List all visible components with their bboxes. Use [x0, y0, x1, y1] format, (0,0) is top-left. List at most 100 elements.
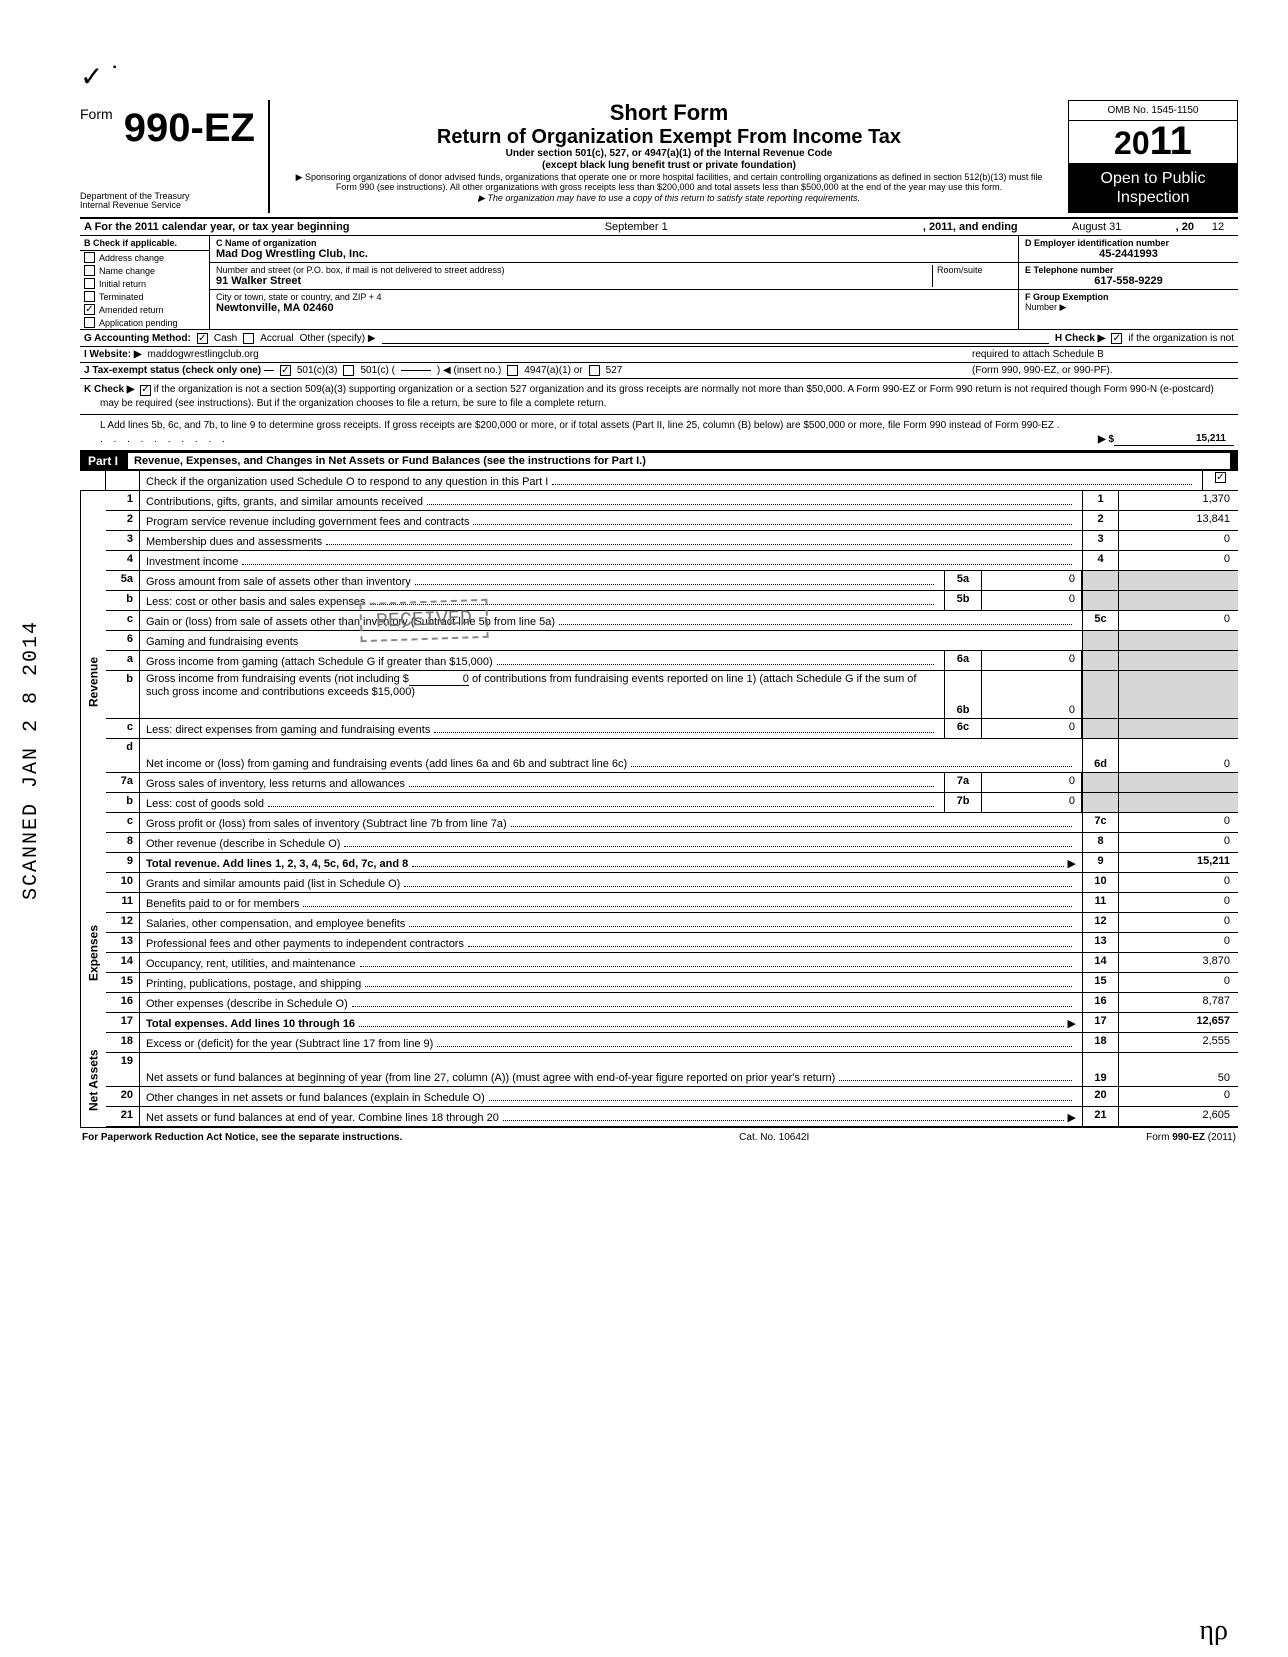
- b-checkbox-1[interactable]: [84, 265, 95, 276]
- line-7a: 7a Gross sales of inventory, less return…: [106, 773, 1238, 793]
- org-name: Mad Dog Wrestling Club, Inc.: [216, 248, 1012, 260]
- k-checkbox[interactable]: ✓: [140, 385, 151, 396]
- section-f-label: F Group Exemption: [1025, 292, 1232, 302]
- handwritten-mark: ηρ: [1199, 1615, 1228, 1647]
- line-b: b Less: cost of goods sold 7b0: [106, 793, 1238, 813]
- part-i-schedule-o-check: Check if the organization used Schedule …: [80, 471, 1238, 491]
- schedule-o-checkbox[interactable]: ✓: [1215, 472, 1226, 483]
- line-13: 13 Professional fees and other payments …: [106, 933, 1238, 953]
- b-check-label: Name change: [99, 266, 155, 276]
- line-11: 11 Benefits paid to or for members 110: [106, 893, 1238, 913]
- b-checkbox-2[interactable]: [84, 278, 95, 289]
- line-6b: b Gross income from fundraising events (…: [106, 671, 1238, 719]
- row-i-website: I Website: ▶ maddogwrestlingclub.org req…: [80, 347, 1238, 363]
- form-number: Form 990-EZ: [80, 106, 262, 151]
- line-1: 1 Contributions, gifts, grants, and simi…: [106, 491, 1238, 511]
- line-15: 15 Printing, publications, postage, and …: [106, 973, 1238, 993]
- ein-value: 45-2441993: [1025, 248, 1232, 260]
- 501c-checkbox[interactable]: [343, 365, 354, 376]
- revenue-side-label: Revenue: [80, 491, 106, 873]
- b-check-3: Terminated: [80, 290, 209, 303]
- section-b-header: B Check if applicable.: [80, 236, 209, 251]
- b-check-5: Application pending: [80, 316, 209, 329]
- line-6a: aGross income from gaming (attach Schedu…: [106, 651, 1238, 671]
- b-check-label: Initial return: [99, 279, 146, 289]
- b-checkbox-0[interactable]: [84, 252, 95, 263]
- form-header: Form 990-EZ Department of the Treasury I…: [80, 100, 1238, 219]
- b-check-4: ✓ Amended return: [80, 303, 209, 316]
- b-check-1: Name change: [80, 264, 209, 277]
- row-g-accounting: G Accounting Method: ✓Cash Accrual Other…: [80, 330, 1238, 347]
- b-check-0: Address change: [80, 251, 209, 264]
- return-title: Return of Organization Exempt From Incom…: [284, 126, 1054, 148]
- b-checkbox-3[interactable]: [84, 291, 95, 302]
- line-12: 12 Salaries, other compensation, and emp…: [106, 913, 1238, 933]
- open-to-public: Open to Public Inspection: [1068, 163, 1238, 213]
- section-c-label: C Name of organization: [216, 238, 1012, 248]
- line-9: 9 Total revenue. Add lines 1, 2, 3, 4, 5…: [106, 853, 1238, 873]
- scanned-stamp: SCANNED JAN 2 8 2014: [20, 620, 43, 900]
- expenses-side-label: Expenses: [80, 873, 106, 1033]
- line-5a: 5a Gross amount from sale of assets othe…: [106, 571, 1238, 591]
- form-footer: For Paperwork Reduction Act Notice, see …: [80, 1127, 1238, 1143]
- b-check-label: Application pending: [99, 318, 178, 328]
- section-l: L Add lines 5b, 6c, and 7b, to line 9 to…: [80, 415, 1238, 451]
- line-a-tax-year: A For the 2011 calendar year, or tax yea…: [80, 219, 1238, 236]
- b-check-label: Address change: [99, 253, 164, 263]
- b-check-label: Amended return: [99, 305, 164, 315]
- under-section: Under section 501(c), 527, or 4947(a)(1)…: [284, 148, 1054, 172]
- section-e-label: E Telephone number: [1025, 265, 1232, 275]
- addr-value: 91 Walker Street: [216, 275, 932, 287]
- net-assets-side-label: Net Assets: [80, 1033, 106, 1127]
- addr-label: Number and street (or P.O. box, if mail …: [216, 265, 932, 275]
- section-f-number: Number ▶: [1025, 302, 1232, 313]
- b-check-2: Initial return: [80, 277, 209, 290]
- top-margin-marks: ✓ ˙: [80, 60, 1238, 100]
- line-20: 20 Other changes in net assets or fund b…: [106, 1087, 1238, 1107]
- 4947-checkbox[interactable]: [507, 365, 518, 376]
- b-checkbox-4[interactable]: ✓: [84, 304, 95, 315]
- gross-receipts: 15,211: [1114, 432, 1234, 447]
- line-3: 3 Membership dues and assessments 30: [106, 531, 1238, 551]
- line-19: 19Net assets or fund balances at beginni…: [106, 1053, 1238, 1087]
- line-8: 8 Other revenue (describe in Schedule O)…: [106, 833, 1238, 853]
- received-stamp: RECEIVED: [359, 599, 488, 642]
- copy-note: ▶ The organization may have to use a cop…: [284, 193, 1054, 204]
- city-value: Newtonville, MA 02460: [216, 302, 1012, 314]
- short-form-title: Short Form: [284, 100, 1054, 126]
- room-label: Room/suite: [937, 265, 1012, 275]
- revenue-section: Revenue 1 Contributions, gifts, grants, …: [80, 491, 1238, 873]
- omb-number: OMB No. 1545-1150: [1068, 100, 1238, 121]
- line-6: 6Gaming and fundraising events: [106, 631, 1238, 651]
- expenses-section: Expenses 10 Grants and similar amounts p…: [80, 873, 1238, 1033]
- catalog-number: Cat. No. 10642I: [739, 1132, 809, 1143]
- year-begin: September 1: [354, 219, 919, 235]
- line-10: 10 Grants and similar amounts paid (list…: [106, 873, 1238, 893]
- b-checkbox-5[interactable]: [84, 317, 95, 328]
- line-6d: dNet income or (loss) from gaming and fu…: [106, 739, 1238, 773]
- 527-checkbox[interactable]: [589, 365, 600, 376]
- line-17: 17 Total expenses. Add lines 10 through …: [106, 1013, 1238, 1033]
- line-b: b Less: cost or other basis and sales ex…: [106, 591, 1238, 611]
- line-18: 18 Excess or (deficit) for the year (Sub…: [106, 1033, 1238, 1053]
- accrual-checkbox[interactable]: [243, 333, 254, 344]
- line-2: 2 Program service revenue including gove…: [106, 511, 1238, 531]
- form-ref: Form 990-EZ (2011): [1146, 1132, 1236, 1143]
- b-check-label: Terminated: [99, 292, 144, 302]
- net-assets-section: Net Assets 18 Excess or (deficit) for th…: [80, 1033, 1238, 1127]
- part-i-header: Part I Revenue, Expenses, and Changes in…: [80, 451, 1238, 471]
- cash-checkbox[interactable]: ✓: [197, 333, 208, 344]
- website-value: maddogwrestlingclub.org: [148, 349, 966, 360]
- line-c: c Gain or (loss) from sale of assets oth…: [106, 611, 1238, 631]
- row-j-tax-status: J Tax-exempt status (check only one) — ✓…: [80, 363, 1238, 379]
- city-label: City or town, state or country, and ZIP …: [216, 292, 1012, 302]
- h-checkbox[interactable]: ✓: [1111, 333, 1122, 344]
- section-d-label: D Employer identification number: [1025, 238, 1232, 248]
- org-info-block: B Check if applicable. Address change Nam…: [80, 236, 1238, 330]
- line-c: c Gross profit or (loss) from sales of i…: [106, 813, 1238, 833]
- year-end-yr: 12: [1198, 219, 1238, 235]
- sponsor-note: ▶ Sponsoring organizations of donor advi…: [284, 172, 1054, 193]
- treasury-dept: Department of the Treasury Internal Reve…: [80, 192, 262, 212]
- 501c3-checkbox[interactable]: ✓: [280, 365, 291, 376]
- line-14: 14 Occupancy, rent, utilities, and maint…: [106, 953, 1238, 973]
